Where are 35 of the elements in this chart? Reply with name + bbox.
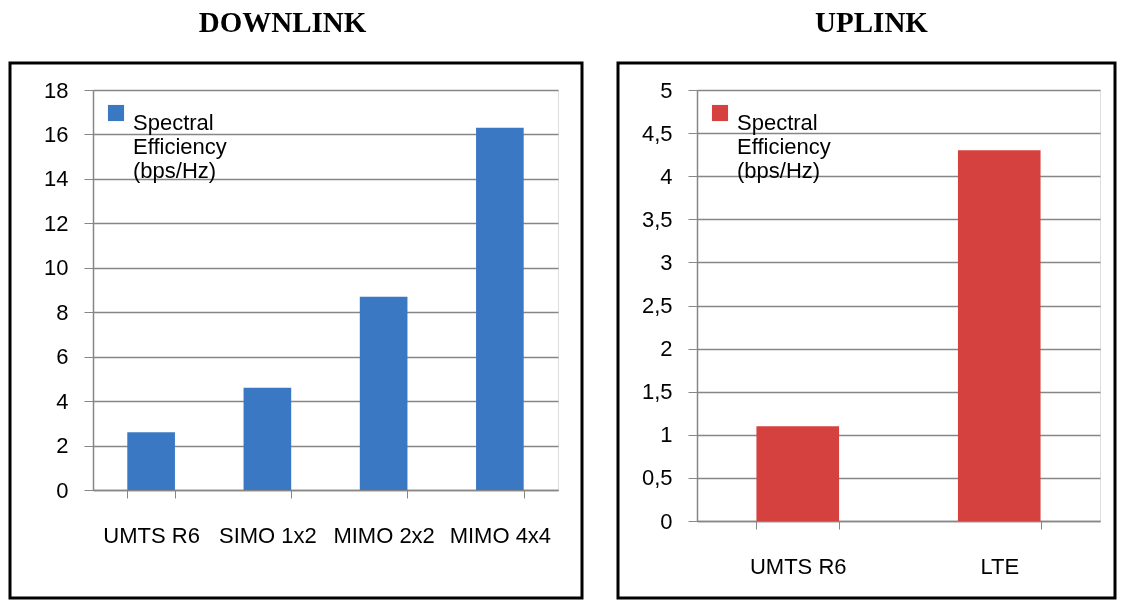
y-tick-label: 10 [44,255,69,281]
y-tick-label: 4 [56,388,69,414]
y-tick-label: 2 [660,336,673,362]
y-tick-label: 0 [660,508,673,534]
x-tick-label: UMTS R6 [103,522,200,548]
y-tick-label: 1 [660,422,673,448]
x-tick-label: MIMO 4x4 [449,522,552,548]
y-tick-label: 4,5 [641,120,673,146]
bar [359,296,408,490]
y-tick-label: 3 [660,249,673,275]
y-tick-label: 4 [660,163,673,189]
y-tick-label: 18 [44,77,69,103]
legend-label: Spectral Efficiency (bps/Hz) [133,110,227,183]
y-tick-label: 2,5 [641,293,673,318]
x-tick-label: MIMO 2x2 [333,522,435,548]
y-tick-label: 0,5 [641,465,673,491]
x-tick-label: SIMO 1x2 [218,522,317,548]
y-tick-label: 16 [44,121,69,147]
legend-label: Spectral Efficiency (bps/Hz) [737,110,831,183]
bar [476,127,524,490]
y-tick-label: 1,5 [641,379,673,405]
chart-title: DOWNLINK [198,5,367,38]
y-tick-label: 6 [56,344,69,370]
chart-title: UPLINK [815,5,929,38]
y-tick-label: 0 [56,477,69,503]
bar [243,387,292,490]
y-tick-label: 14 [44,166,69,192]
y-tick-label: 3,5 [641,206,673,232]
x-tick-label: LTE [980,553,1020,579]
x-tick-label: UMTS R6 [749,553,847,579]
y-tick-label: 12 [44,210,69,236]
y-tick-label: 2 [56,433,69,459]
y-tick-label: 8 [56,299,69,325]
bar [127,432,175,490]
y-tick-label: 5 [660,77,673,103]
